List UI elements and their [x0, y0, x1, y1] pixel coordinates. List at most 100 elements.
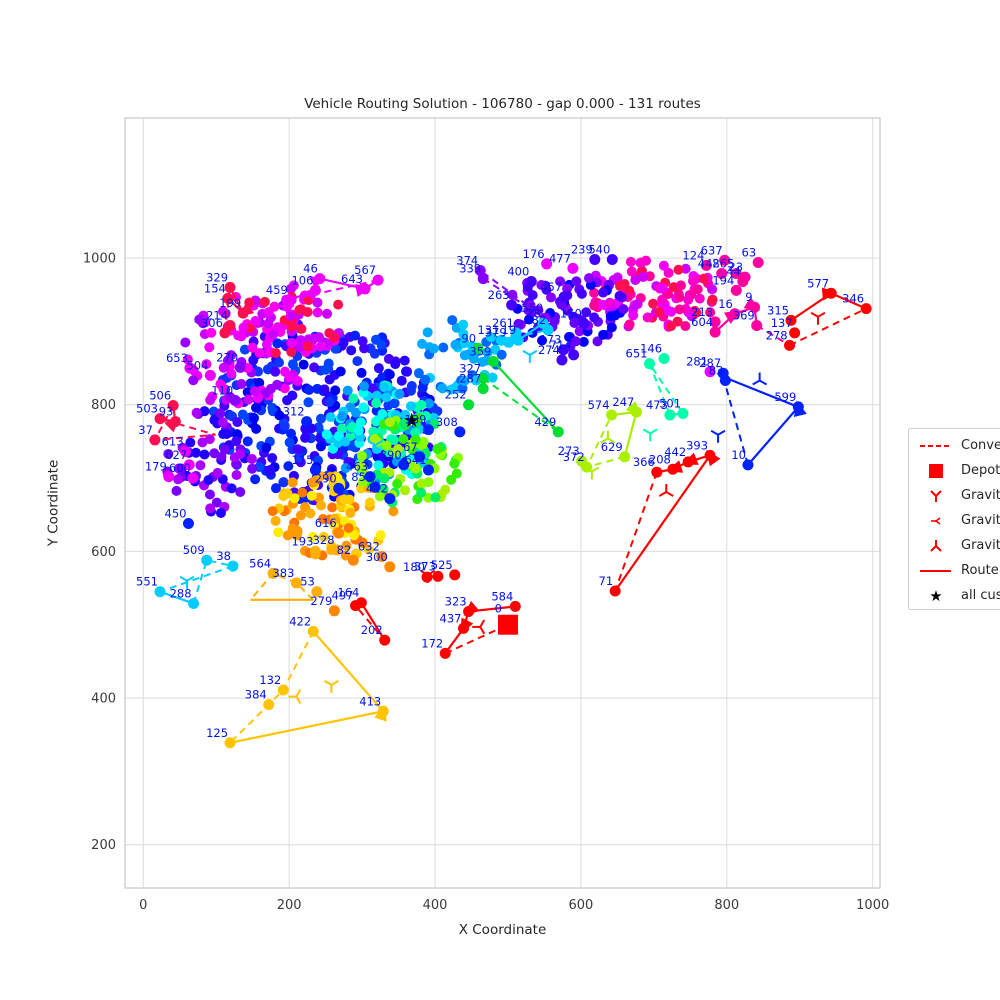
node-label: 287 [699, 356, 721, 370]
customer-point [825, 287, 837, 299]
node-label: 509 [183, 543, 205, 557]
route-solid-path [492, 360, 560, 433]
customer-point [333, 527, 345, 539]
node-label: 714 [550, 338, 572, 352]
route-solid-path [614, 449, 721, 592]
customer-point [422, 424, 434, 436]
x-tick-label: 0 [139, 898, 147, 913]
customer-points [149, 254, 872, 749]
node-label: 274 [538, 343, 560, 357]
customer-point [219, 327, 231, 339]
legend-item-route: Route [918, 558, 1000, 583]
plot-title: Vehicle Routing Solution - 106780 - gap … [304, 96, 701, 112]
node-label: 214 [206, 309, 228, 323]
customer-point [785, 314, 797, 326]
legend-box: Conve Depot Gravit Gravit Gravit [908, 428, 1000, 610]
tri-up-icon [918, 538, 954, 554]
node-label: 384 [245, 688, 267, 702]
customer-point [658, 353, 670, 365]
customer-point [541, 258, 553, 270]
customer-point [716, 267, 728, 279]
legend-item-all-customers: ★ all cus [918, 583, 1000, 608]
node-label: 44 [726, 265, 741, 279]
node-label: 53 [300, 575, 315, 589]
customer-point [700, 259, 712, 271]
customer-point [333, 482, 345, 494]
customer-point [742, 459, 754, 471]
node-label: 261 [492, 316, 514, 330]
customer-point [204, 369, 216, 381]
customer-point [449, 569, 461, 581]
node-label: 278 [766, 328, 788, 342]
customer-point [537, 317, 549, 329]
convex-hull-dashed-path [249, 572, 314, 601]
node-label: 110 [211, 383, 233, 397]
convex-hull-dashed-path [159, 559, 237, 604]
node-label: 400 [507, 265, 529, 279]
customer-point [643, 358, 655, 370]
node-label: 564 [249, 556, 271, 570]
customer-point [630, 406, 642, 418]
node-label: 194 [712, 273, 734, 287]
node-label: 584 [491, 589, 513, 603]
customer-point [477, 273, 489, 285]
customer-point [704, 366, 716, 378]
customer-point [184, 362, 196, 374]
customer-point [284, 294, 296, 306]
node-label: 653 [166, 351, 188, 365]
node-label: 506 [149, 388, 171, 402]
customer-point [237, 307, 249, 319]
node-label: 312 [283, 405, 305, 419]
customer-point [606, 254, 618, 266]
node-label: 643 [341, 272, 363, 286]
x-tick-label: 200 [277, 898, 302, 913]
legend-label: Gravit [961, 513, 1000, 528]
convex-hull-dashed-path [722, 376, 749, 466]
y-tick-label: 600 [91, 545, 116, 560]
convex-hull-dashed-path [789, 307, 867, 347]
y-tick-label: 400 [91, 692, 116, 707]
node-label: 290 [315, 471, 337, 485]
node-label: 71 [599, 574, 614, 588]
customer-point [169, 416, 181, 428]
node-label: 193 [291, 534, 313, 548]
customer-point [384, 493, 396, 505]
node-label: 442 [664, 445, 686, 459]
node-label: 124 [682, 248, 704, 262]
route-solid-path [360, 602, 386, 641]
node-label: 287 [459, 372, 481, 386]
customer-point [267, 567, 279, 579]
customer-point [290, 577, 302, 589]
customer-point [463, 399, 475, 411]
customer-point [512, 334, 524, 346]
customer-point [183, 459, 195, 471]
node-label: 429 [534, 415, 556, 429]
svg-text:★: ★ [929, 588, 942, 604]
node-label: 252 [445, 388, 467, 402]
node-label: 115 [291, 453, 313, 467]
tri-left-icon [918, 513, 954, 529]
node-label: 374 [456, 254, 478, 268]
node-label: 627 [165, 448, 187, 462]
customer-point [376, 551, 388, 563]
gravity-center-markers [179, 304, 826, 705]
node-label: 567 [354, 263, 376, 277]
legend-item-gravity-1: Gravit [918, 483, 1000, 508]
legend-label: Gravit [961, 488, 1000, 503]
node-label: 497 [332, 589, 354, 603]
customer-point [377, 705, 389, 717]
customer-point [525, 276, 537, 288]
node-label: 477 [549, 251, 571, 265]
depot-square-icon [918, 463, 954, 479]
customer-point [729, 308, 741, 320]
node-label: 139 [405, 413, 427, 427]
node-label: 504 [186, 358, 208, 372]
node-label: 600 [169, 461, 191, 475]
customer-point [677, 408, 689, 420]
x-tick-label: 400 [423, 898, 448, 913]
customer-point [364, 471, 376, 483]
node-label: 412 [366, 482, 388, 496]
customer-point [422, 464, 434, 476]
